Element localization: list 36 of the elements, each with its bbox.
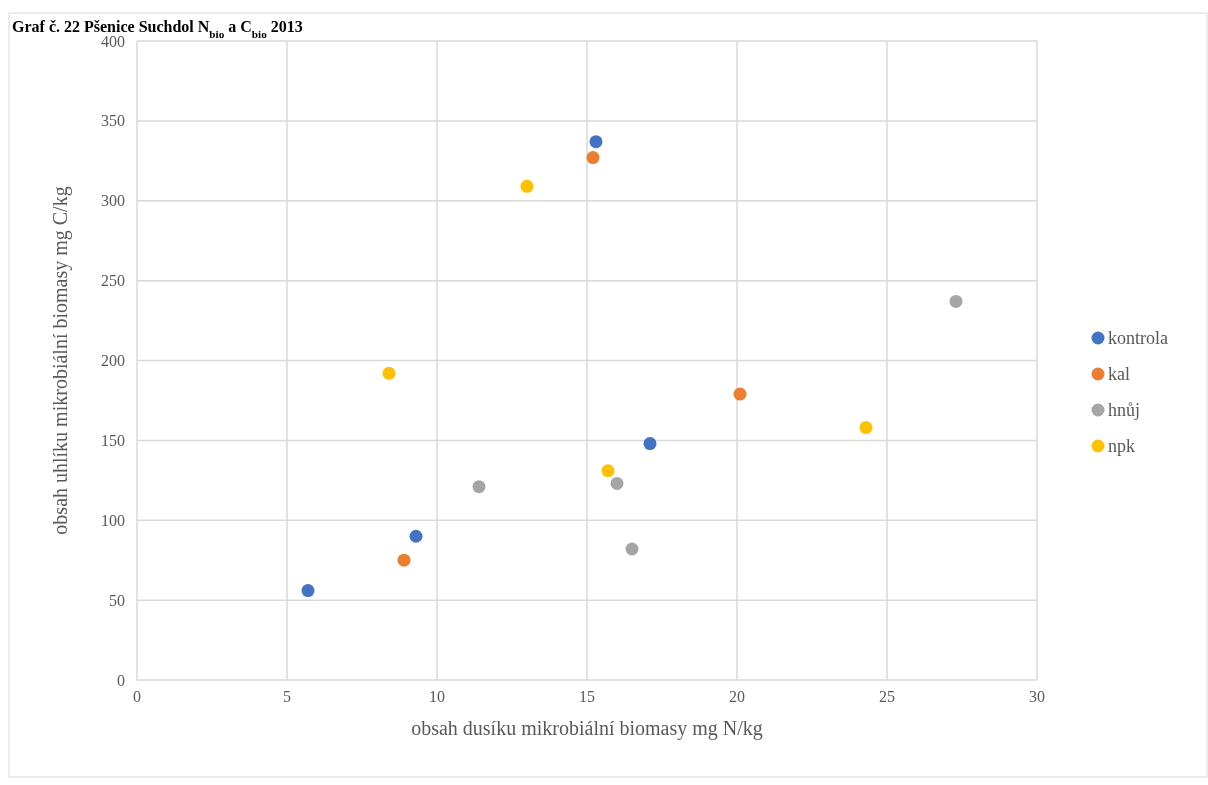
x-tick-label: 30 <box>1029 688 1045 705</box>
legend-label: hnůj <box>1108 400 1141 421</box>
point <box>586 151 600 165</box>
point <box>382 366 396 380</box>
y-axis-title: obsah uhlíku mikrobiální biomasy mg C/kg <box>49 186 72 535</box>
x-tick-label: 20 <box>729 688 745 705</box>
legend-label: npk <box>1108 436 1135 457</box>
point <box>301 584 315 598</box>
y-tick-label: 200 <box>101 352 125 370</box>
x-tick-label: 5 <box>283 688 291 705</box>
x-tick-label: 15 <box>579 688 595 705</box>
x-axis-title: obsah dusíku mikrobiální biomasy mg N/kg <box>411 717 763 740</box>
x-tick-label: 10 <box>429 688 445 705</box>
point <box>733 387 747 401</box>
y-tick-label: 300 <box>101 192 125 210</box>
point <box>472 480 486 494</box>
y-tick-label: 0 <box>117 671 125 689</box>
point <box>610 477 624 491</box>
point <box>643 437 657 451</box>
point <box>589 135 603 149</box>
y-tick-label: 350 <box>101 112 125 130</box>
point <box>520 179 534 193</box>
y-tick-label: 100 <box>101 511 125 529</box>
legend-label: kontrola <box>1108 328 1168 349</box>
y-tick-label: 150 <box>101 431 125 449</box>
legend-label: kal <box>1108 364 1130 385</box>
y-tick-label: 250 <box>101 272 125 290</box>
point <box>601 464 615 478</box>
point <box>859 421 873 435</box>
point <box>397 553 411 567</box>
x-tick-label: 0 <box>133 688 141 705</box>
point <box>409 529 423 543</box>
y-tick-label: 50 <box>109 591 125 609</box>
x-tick-label: 25 <box>879 688 895 705</box>
point <box>625 542 639 556</box>
point <box>949 294 963 308</box>
